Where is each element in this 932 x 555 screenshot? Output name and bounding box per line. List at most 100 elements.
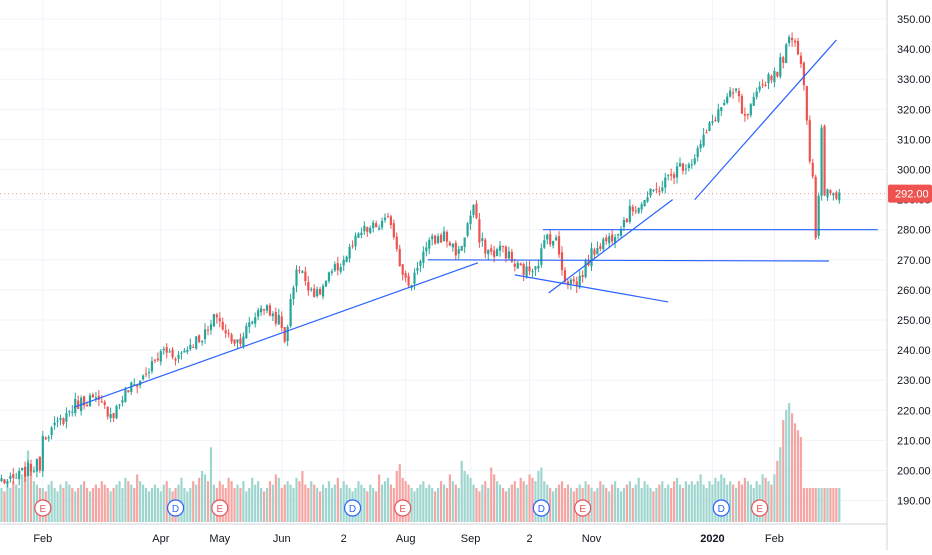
volume-bar [206, 481, 210, 522]
volume-bar [233, 488, 236, 522]
candle-body [563, 270, 567, 282]
candle-body [484, 239, 487, 254]
volume-bar [779, 447, 782, 522]
candle-body [29, 464, 33, 472]
x-tick-label: Jun [273, 533, 291, 545]
candle-body [472, 204, 475, 216]
volume-bar [566, 484, 569, 522]
candle-body [723, 102, 726, 106]
candle-body [301, 271, 304, 273]
volume-bar [501, 488, 505, 522]
volume-bar [380, 484, 384, 522]
candle-body [85, 404, 89, 406]
volume-bar [466, 474, 469, 522]
volume-bar [785, 409, 788, 522]
volume-bar [292, 488, 295, 522]
candle-body [761, 84, 764, 86]
volume-bar [729, 481, 732, 522]
candle-body [189, 344, 192, 350]
volume-bar [664, 488, 667, 522]
candle-body [392, 223, 395, 238]
event-marker-label: E [399, 504, 406, 515]
candle-body [112, 413, 115, 419]
dividend-marker[interactable]: D [712, 499, 730, 517]
volume-bar [68, 484, 71, 522]
trend-line [548, 199, 673, 294]
volume-bar [655, 488, 658, 522]
candle-body [779, 56, 782, 77]
candle-body [448, 242, 451, 246]
earnings-marker[interactable]: E [34, 499, 52, 517]
volume-bar [32, 481, 36, 522]
candle-body [236, 339, 239, 343]
candle-body [469, 215, 472, 225]
candle-body [71, 411, 74, 413]
event-marker-circle [751, 499, 769, 517]
volume-bar [463, 471, 466, 522]
earnings-marker[interactable]: E [211, 499, 229, 517]
volume-bar [227, 477, 230, 522]
volume-bar [675, 477, 679, 522]
volume-bar [814, 488, 817, 522]
candle-body [171, 349, 174, 358]
earnings-marker[interactable]: E [574, 499, 592, 517]
price-axis[interactable]: 190.00 200.00 210.00 220.00 230.00 240.00 250.… [886, 0, 931, 550]
volume-bar [454, 484, 457, 522]
volume-bar [478, 491, 481, 522]
candle-body [664, 177, 667, 188]
volume-bar [248, 488, 251, 522]
candle-body [737, 90, 741, 97]
dividend-marker[interactable]: D [166, 499, 185, 517]
candle-body [419, 261, 422, 266]
volume-bar [109, 491, 112, 522]
candle-body [560, 252, 564, 271]
candle-body [212, 314, 215, 327]
volume-bar [15, 484, 18, 522]
volume-bar [678, 484, 682, 522]
volume-bar [413, 491, 416, 522]
candle-body [434, 235, 437, 244]
volume-bar [342, 481, 345, 522]
candle-body [389, 216, 392, 225]
candle-body [546, 234, 549, 240]
candle-body [50, 427, 53, 435]
earnings-marker[interactable]: E [394, 499, 412, 517]
volume-bar [734, 488, 738, 522]
volume-bar [271, 484, 274, 522]
y-tick-label: 270.00 [897, 255, 931, 267]
dividend-marker[interactable]: D [343, 499, 362, 517]
candle-body [673, 174, 676, 179]
volume-bar [534, 481, 537, 522]
candle-body [378, 227, 381, 230]
volume-bar [749, 484, 752, 522]
dividend-marker[interactable]: D [532, 499, 550, 517]
volume-bar [330, 488, 333, 522]
volume-bar [513, 481, 516, 522]
volume-bar [201, 471, 204, 522]
earnings-marker[interactable]: E [751, 499, 769, 517]
candle-body [696, 148, 699, 158]
candle-body [537, 265, 540, 269]
candle-body [625, 218, 628, 223]
candle-body [732, 92, 735, 94]
volume-bar [457, 488, 460, 522]
volume-bar [97, 488, 100, 522]
volume-bar [80, 484, 83, 522]
volume-bar [88, 491, 92, 522]
time-axis[interactable]: Feb Apr May Jun 2 Aug Sep 2 Nov 2020 Feb [0, 523, 887, 545]
volume-bars [0, 403, 841, 522]
volume-bar [522, 481, 525, 522]
candle-body [74, 398, 77, 414]
candle-body [195, 336, 198, 349]
candle-body [643, 200, 646, 207]
candle-body [59, 418, 62, 421]
volume-bar [681, 488, 685, 522]
volume-bar [410, 488, 413, 522]
volume-bar [245, 491, 248, 522]
candle-body [271, 313, 274, 317]
volume-bar [829, 488, 832, 522]
candle-body [437, 236, 440, 243]
